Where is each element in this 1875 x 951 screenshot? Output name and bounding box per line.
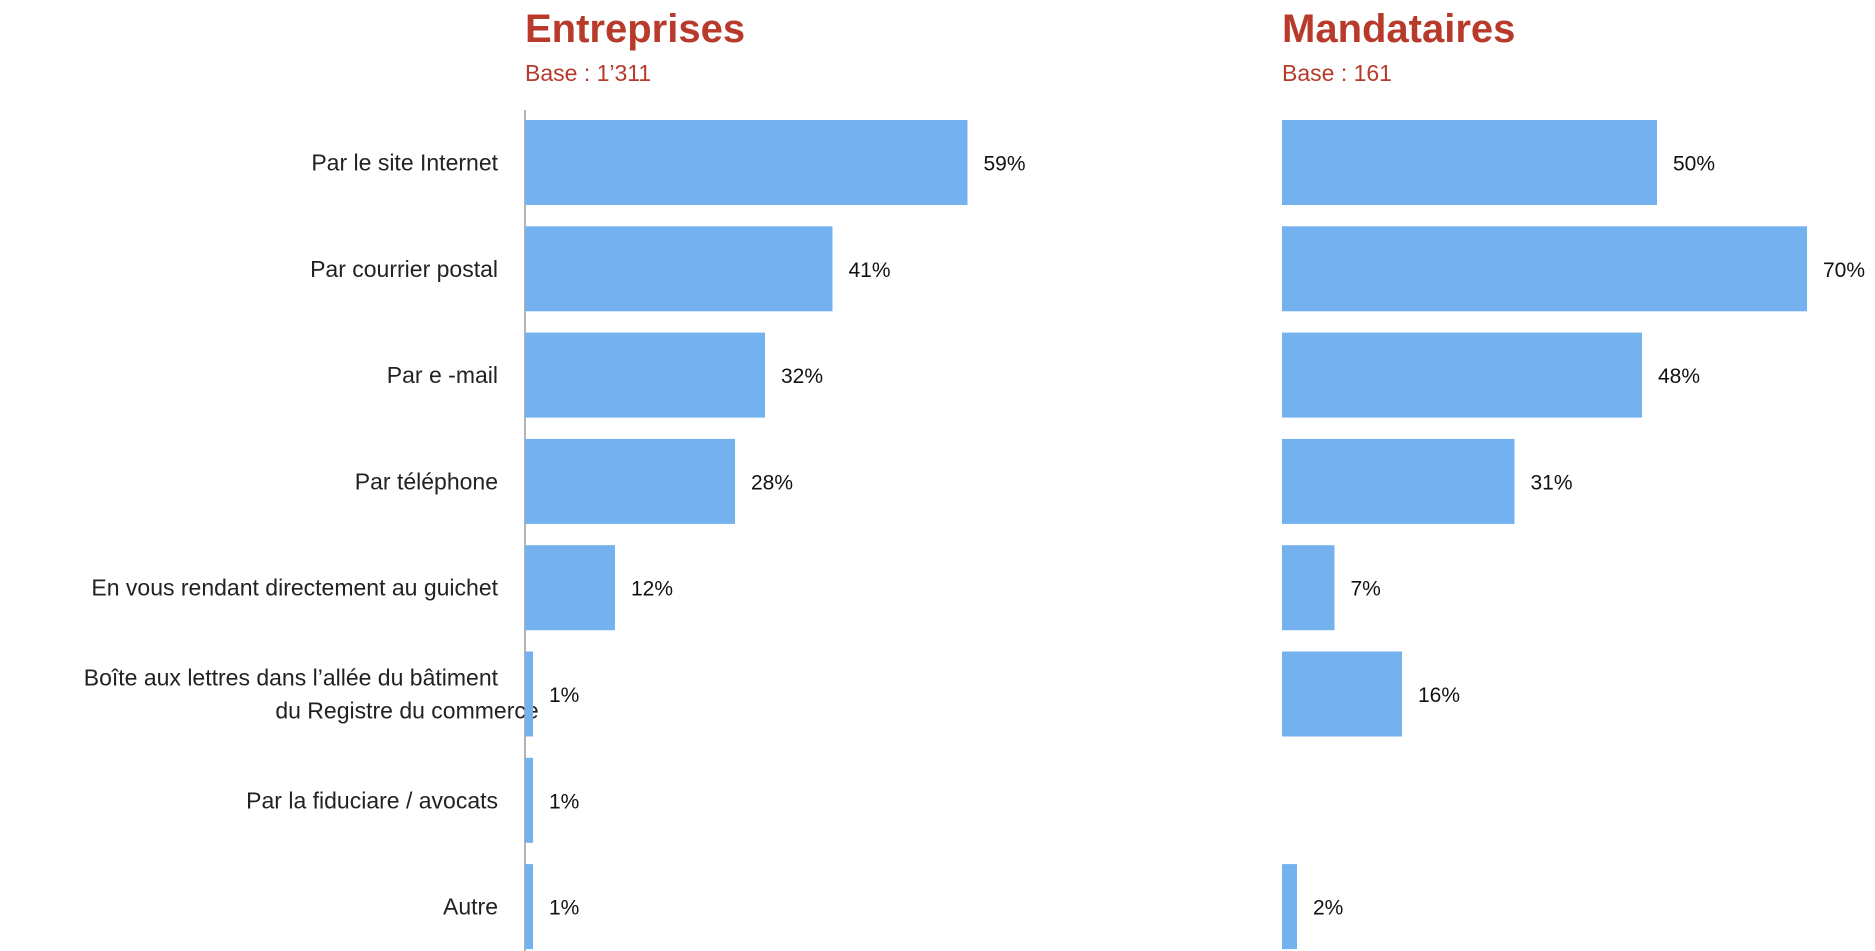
- bar: [525, 651, 533, 737]
- value-label: 41%: [849, 259, 891, 282]
- bar: [1282, 438, 1515, 524]
- panel-title: Entreprises: [525, 7, 745, 51]
- bar: [1282, 120, 1657, 205]
- category-label: En vous rendant directement au guichet: [91, 575, 498, 601]
- value-label: 48%: [1658, 365, 1700, 388]
- value-label: 16%: [1418, 684, 1460, 707]
- category-label: Par le site Internet: [311, 150, 498, 176]
- category-label: Par la fiduciare / avocats: [246, 787, 498, 813]
- category-label: Par courrier postal: [310, 256, 498, 282]
- category-label: Autre: [443, 894, 498, 920]
- value-label: 32%: [781, 365, 823, 388]
- value-label: 2%: [1313, 897, 1343, 920]
- bar: [525, 545, 615, 631]
- bar: [525, 226, 833, 312]
- bar: [525, 120, 968, 205]
- bar: [1282, 332, 1642, 418]
- category-label: Boîte aux lettres dans l’allée du bâtime…: [84, 665, 499, 691]
- value-label: 28%: [751, 471, 793, 494]
- value-label: 70%: [1823, 259, 1865, 282]
- category-label: du Registre du commerce: [275, 698, 538, 724]
- bar: [525, 332, 765, 418]
- bar: [525, 438, 735, 524]
- bar: [1282, 651, 1402, 737]
- bar: [1282, 864, 1297, 950]
- value-label: 59%: [984, 153, 1026, 176]
- bar: [1282, 545, 1335, 631]
- panel-subtitle: Base : 1’311: [525, 60, 651, 86]
- category-label: Par téléphone: [355, 468, 498, 494]
- value-label: 1%: [549, 790, 579, 813]
- category-label: Par e -mail: [387, 362, 498, 388]
- value-label: 1%: [549, 684, 579, 707]
- bar: [1282, 226, 1807, 312]
- value-label: 50%: [1673, 153, 1715, 176]
- bar: [525, 757, 533, 843]
- panel-subtitle: Base : 161: [1282, 60, 1392, 86]
- bar: [525, 864, 533, 950]
- panel-title: Mandataires: [1282, 7, 1515, 51]
- value-label: 12%: [631, 578, 673, 601]
- value-label: 7%: [1351, 578, 1381, 601]
- value-label: 1%: [549, 897, 579, 920]
- value-label: 31%: [1531, 471, 1573, 494]
